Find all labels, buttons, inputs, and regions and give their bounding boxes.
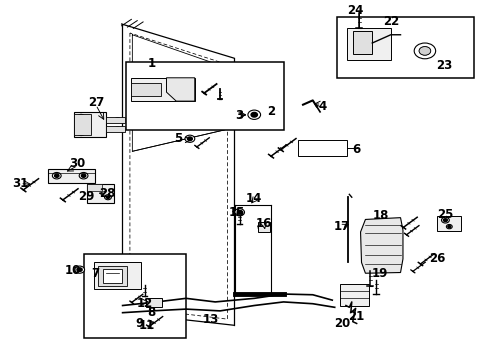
Polygon shape xyxy=(166,78,194,101)
Bar xyxy=(98,266,127,286)
Circle shape xyxy=(261,225,266,229)
Bar xyxy=(87,184,114,203)
Bar xyxy=(83,253,185,338)
Bar xyxy=(131,78,194,101)
Bar xyxy=(131,83,160,96)
Circle shape xyxy=(116,119,119,121)
Bar xyxy=(146,298,161,307)
Text: 10: 10 xyxy=(64,264,81,277)
Bar xyxy=(48,168,95,183)
Circle shape xyxy=(79,116,83,119)
Text: 8: 8 xyxy=(147,306,156,319)
Circle shape xyxy=(419,47,429,55)
Circle shape xyxy=(106,196,109,198)
Circle shape xyxy=(77,114,85,120)
Circle shape xyxy=(81,174,85,177)
Text: 11: 11 xyxy=(139,319,155,332)
Text: 30: 30 xyxy=(69,157,86,170)
Text: 9: 9 xyxy=(135,317,143,330)
Text: 7: 7 xyxy=(92,267,100,280)
Bar xyxy=(258,222,269,232)
Circle shape xyxy=(104,195,111,200)
Bar xyxy=(105,126,125,132)
Bar xyxy=(336,17,473,78)
Bar xyxy=(436,216,460,231)
Text: 20: 20 xyxy=(333,317,349,330)
Circle shape xyxy=(187,137,192,140)
Circle shape xyxy=(79,172,88,179)
Bar xyxy=(94,262,141,289)
Bar xyxy=(103,269,122,283)
Text: 14: 14 xyxy=(245,192,262,205)
Text: 28: 28 xyxy=(99,187,115,200)
Text: 24: 24 xyxy=(347,4,363,17)
Text: 31: 31 xyxy=(12,177,28,190)
Text: 21: 21 xyxy=(348,310,364,323)
Circle shape xyxy=(237,211,242,214)
Text: 1: 1 xyxy=(147,57,156,70)
Circle shape xyxy=(441,217,448,223)
Polygon shape xyxy=(360,218,402,273)
Text: 27: 27 xyxy=(87,96,103,109)
Text: 13: 13 xyxy=(202,312,218,326)
Text: 29: 29 xyxy=(78,190,94,203)
Text: 5: 5 xyxy=(174,132,183,145)
Text: 19: 19 xyxy=(371,267,387,280)
Circle shape xyxy=(250,112,257,117)
Bar xyxy=(346,28,390,60)
Text: 15: 15 xyxy=(228,206,244,219)
Text: 6: 6 xyxy=(352,143,360,156)
Text: 2: 2 xyxy=(267,105,275,118)
Text: 18: 18 xyxy=(372,210,388,222)
Circle shape xyxy=(234,209,244,216)
Circle shape xyxy=(247,110,260,120)
Bar xyxy=(352,31,371,54)
Circle shape xyxy=(413,43,435,59)
Circle shape xyxy=(55,174,59,177)
Text: 3: 3 xyxy=(235,109,243,122)
Text: 17: 17 xyxy=(333,220,349,233)
Circle shape xyxy=(52,172,61,179)
Text: 22: 22 xyxy=(382,15,398,28)
Circle shape xyxy=(77,268,82,271)
Text: 23: 23 xyxy=(435,59,451,72)
Text: 4: 4 xyxy=(318,100,326,113)
Circle shape xyxy=(92,186,96,188)
Bar xyxy=(298,140,346,156)
Text: 25: 25 xyxy=(436,208,453,221)
Circle shape xyxy=(447,226,450,228)
Circle shape xyxy=(258,223,269,231)
Bar xyxy=(74,114,91,135)
Circle shape xyxy=(116,128,119,130)
Text: 12: 12 xyxy=(136,297,152,310)
Bar xyxy=(339,284,368,306)
Text: 26: 26 xyxy=(428,252,445,265)
Circle shape xyxy=(446,225,451,229)
Bar xyxy=(105,117,125,123)
Circle shape xyxy=(91,185,98,190)
Bar xyxy=(126,62,283,130)
Bar xyxy=(87,184,102,191)
Circle shape xyxy=(418,46,430,55)
Circle shape xyxy=(75,266,84,273)
Circle shape xyxy=(184,135,194,142)
Circle shape xyxy=(115,127,121,131)
Bar xyxy=(74,112,105,137)
Circle shape xyxy=(77,130,85,135)
Text: 16: 16 xyxy=(255,216,272,230)
Circle shape xyxy=(79,131,83,134)
Circle shape xyxy=(443,219,447,222)
Circle shape xyxy=(115,118,121,122)
